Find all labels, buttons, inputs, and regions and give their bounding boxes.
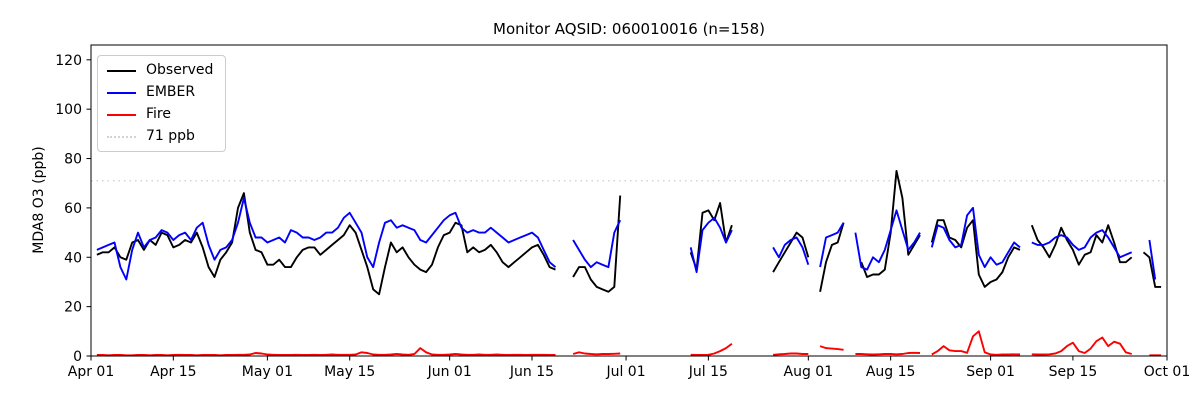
legend-item-ember: EMBER bbox=[107, 85, 213, 100]
x-tick-label: Sep 01 bbox=[966, 364, 1015, 380]
x-tick-label: Sep 15 bbox=[1049, 364, 1098, 380]
legend-line-observed bbox=[107, 69, 136, 72]
fire-line bbox=[931, 330, 1021, 356]
y-tick-label: 40 bbox=[64, 250, 82, 266]
fire-line bbox=[572, 351, 621, 356]
ember-line bbox=[96, 197, 557, 281]
legend-label: Observed bbox=[146, 62, 214, 78]
ember-line bbox=[689, 216, 733, 274]
y-tick-label: 80 bbox=[64, 152, 82, 168]
legend-item-observed: Observed bbox=[107, 63, 213, 78]
y-tick-label: 120 bbox=[55, 53, 82, 69]
fire-line bbox=[819, 345, 844, 351]
observed-line bbox=[860, 169, 921, 278]
legend-label: Fire bbox=[146, 106, 171, 122]
x-tick-label: Aug 15 bbox=[866, 364, 916, 380]
legend-item-threshold: 71 ppb bbox=[107, 129, 213, 144]
y-tick-label: 100 bbox=[55, 102, 82, 118]
observed-line bbox=[96, 192, 556, 296]
x-tick-label: Jul 15 bbox=[688, 364, 728, 380]
plot-border bbox=[90, 44, 1168, 357]
ember-line bbox=[819, 222, 845, 268]
y-axis-label: MDA8 O3 (ppb) bbox=[31, 146, 47, 254]
ember-line bbox=[1148, 239, 1157, 280]
observed-line bbox=[1030, 224, 1133, 266]
legend-line-threshold bbox=[107, 135, 136, 138]
x-tick-label: Aug 01 bbox=[784, 364, 834, 380]
legend-label: EMBER bbox=[146, 84, 196, 100]
observed-line bbox=[930, 219, 1021, 288]
observed-line bbox=[572, 195, 622, 293]
x-tick-label: Oct 01 bbox=[1144, 364, 1190, 380]
observed-line bbox=[772, 231, 810, 273]
ember-line bbox=[1031, 229, 1133, 259]
x-tick-label: Apr 15 bbox=[150, 364, 196, 380]
observed-line bbox=[689, 202, 733, 271]
legend-line-fire bbox=[107, 113, 136, 116]
fire-line bbox=[773, 352, 809, 356]
y-tick-label: 60 bbox=[64, 201, 82, 217]
x-tick-label: Apr 01 bbox=[68, 364, 114, 380]
x-tick-label: Jul 01 bbox=[605, 364, 645, 380]
x-tick-label: Jun 15 bbox=[509, 364, 554, 380]
observed-line bbox=[819, 222, 845, 292]
fire-line bbox=[1031, 336, 1132, 356]
ember-line bbox=[772, 236, 810, 266]
y-tick-label: 0 bbox=[73, 349, 82, 365]
legend-label: 71 ppb bbox=[146, 128, 195, 144]
chart-title: Monitor AQSID: 060010016 (n=158) bbox=[493, 20, 765, 38]
observed-line bbox=[1142, 251, 1162, 288]
x-tick-label: Jun 01 bbox=[427, 364, 472, 380]
x-tick-label: May 15 bbox=[324, 364, 375, 380]
ember-line bbox=[854, 209, 921, 271]
fire-line bbox=[96, 347, 556, 357]
y-tick-label: 20 bbox=[64, 300, 82, 316]
legend-line-ember bbox=[107, 91, 136, 94]
x-tick-label: May 01 bbox=[242, 364, 293, 380]
legend-item-fire: Fire bbox=[107, 107, 213, 122]
ember-line bbox=[930, 206, 1021, 269]
legend: Observed EMBER Fire 71 ppb bbox=[97, 55, 227, 152]
fire-line bbox=[855, 351, 921, 356]
ember-line bbox=[572, 219, 622, 269]
fire-line bbox=[690, 342, 733, 356]
